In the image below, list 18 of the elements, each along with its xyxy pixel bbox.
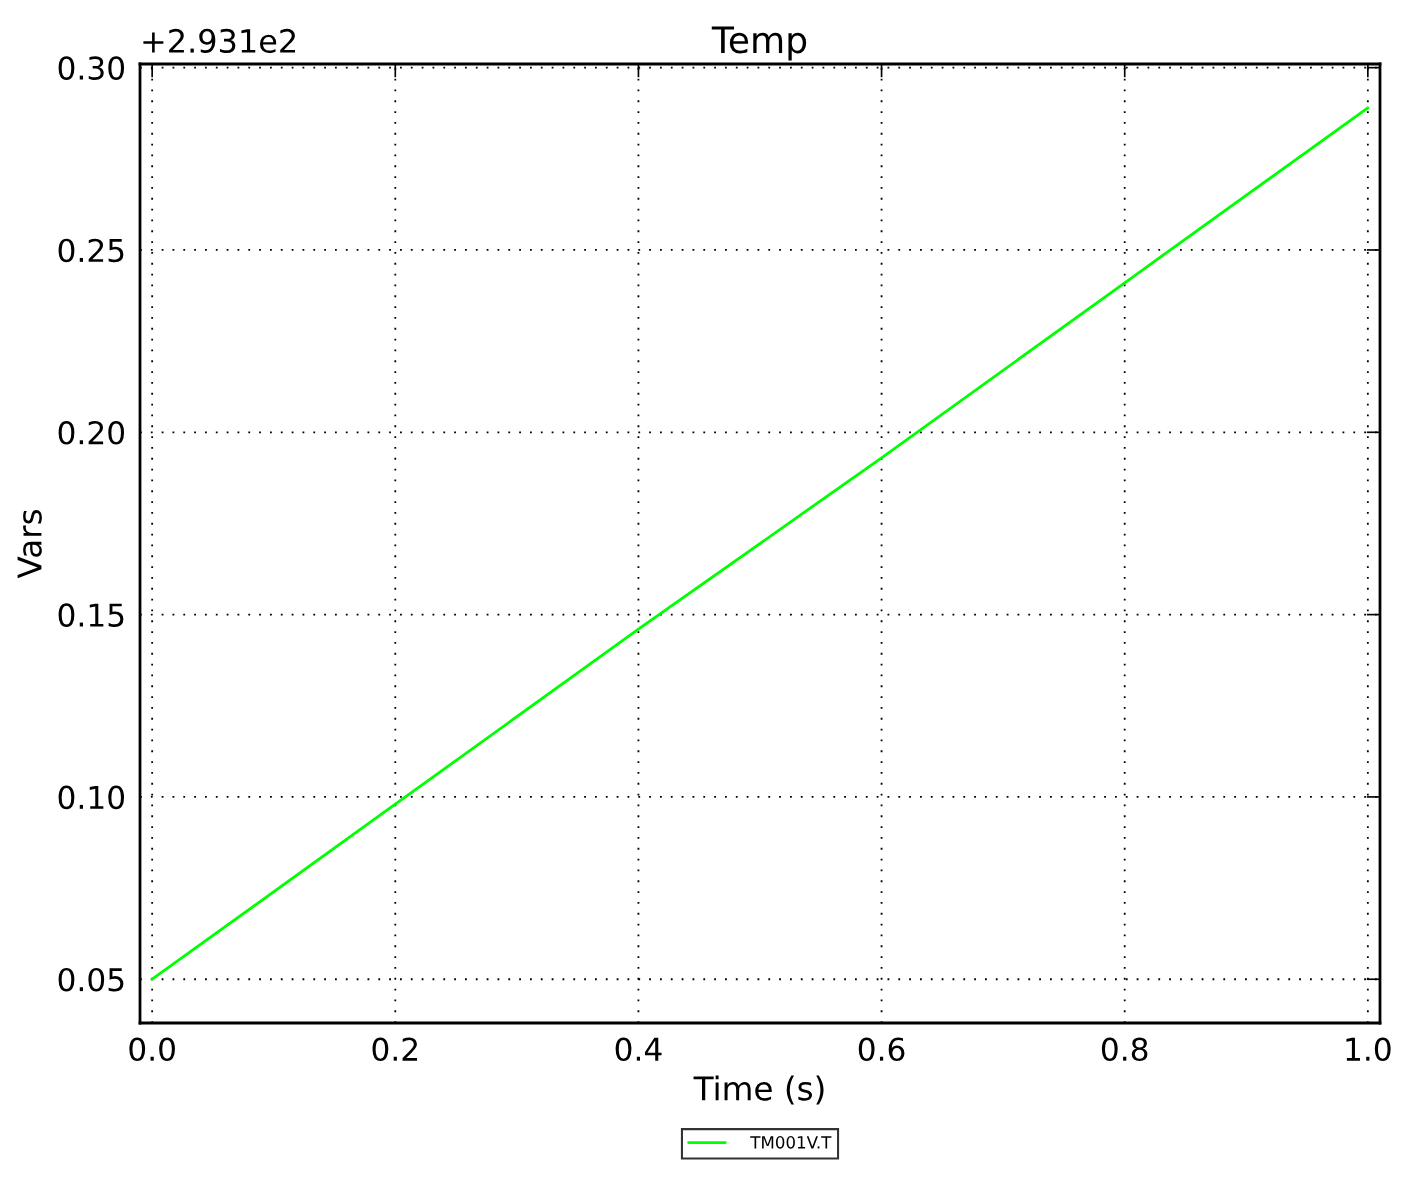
line-series	[150, 106, 1370, 981]
x-tick-label: 0.4	[615, 1037, 662, 1062]
x-tick-label: 0.8	[1101, 1037, 1148, 1062]
y-tick-label: 0.10	[58, 785, 125, 810]
chart-title: Temp	[711, 26, 807, 61]
x-tick-label: 0.2	[372, 1037, 418, 1062]
y-tick-label: 0.05	[58, 967, 124, 992]
y-tick-label: 0.15	[58, 603, 124, 627]
y-tick-label: 0.20	[58, 420, 125, 445]
text: +2.931e2	[143, 28, 295, 54]
x-tick-label: 0.6	[858, 1037, 905, 1062]
y-tick-label: 0.30	[58, 56, 125, 80]
y-tick-label: 0.25	[58, 238, 124, 263]
x-axis-title: Time (s)	[693, 1075, 824, 1105]
x-tick-label: 0.0	[129, 1037, 175, 1062]
x-tick-label: 1.0	[1346, 1037, 1391, 1062]
y-axis-title: Vars	[17, 509, 42, 579]
legend-label: TM001V.T	[750, 1136, 832, 1149]
